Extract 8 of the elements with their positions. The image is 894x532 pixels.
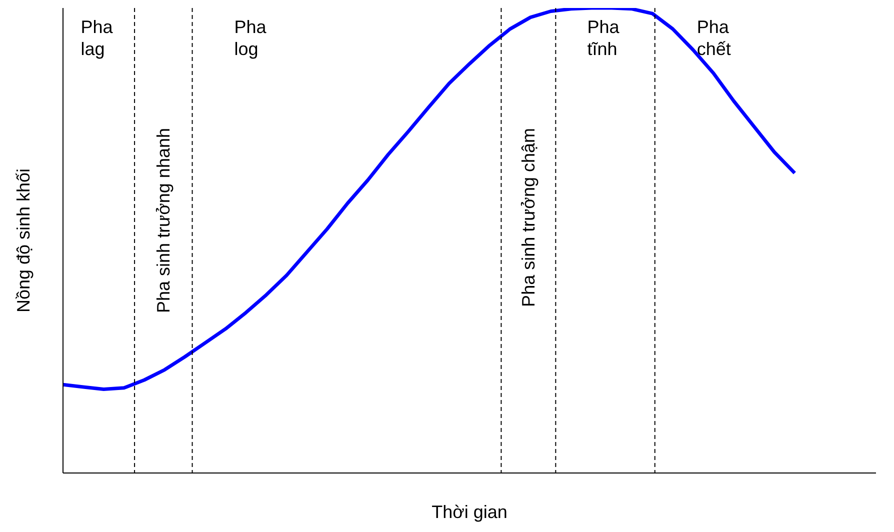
annotation: Pha chết <box>696 17 731 59</box>
y-axis-title: Nồng độ sinh khối <box>13 168 34 313</box>
annotation: Pha log <box>234 17 268 59</box>
annotation: Pha lag <box>80 17 114 59</box>
annotation: Pha sinh trưởng chậm <box>518 128 538 307</box>
annotation: Pha sinh trưởng nhanh <box>153 128 174 313</box>
x-axis-title: Thời gian <box>432 502 508 522</box>
annotation: Pha tĩnh <box>587 17 620 59</box>
